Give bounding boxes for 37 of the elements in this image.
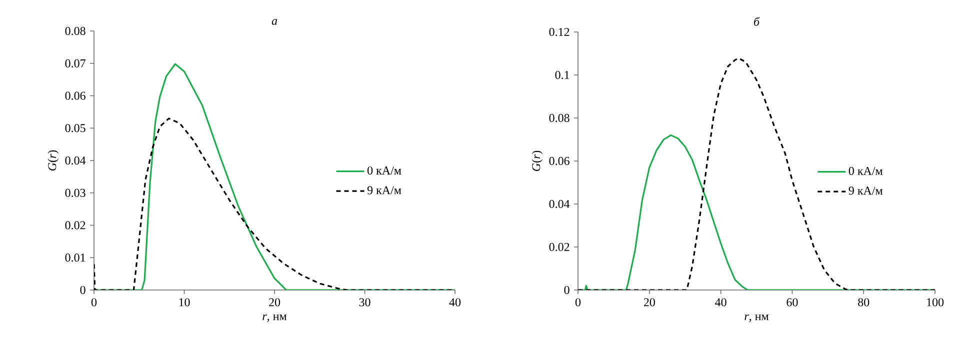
y-tick-label: 0.08 [65,26,86,36]
x-tick-label: 60 [786,298,798,306]
y-axis-title: G(r) [532,150,543,172]
y-tick-label: 0.07 [65,59,86,68]
y-tick-label: 0.08 [549,114,570,122]
y-tick-label: 0.02 [65,221,86,230]
legend-label: 0 кА/м [367,166,402,175]
y-tick-label: 0 [80,286,86,294]
chart-title: а [272,19,278,25]
x-axis-title: r, нм [744,314,769,322]
y-tick-label: 0.06 [65,92,86,100]
x-axis-title: r, нм [262,314,287,322]
y-tick-label: 0.06 [549,156,570,166]
x-tick-label: 10 [179,298,190,306]
x-tick-label: 30 [359,298,370,306]
legend-label: 9 кА/м [367,186,402,194]
x-tick-label: 20 [644,298,655,306]
y-tick-label: 0 [564,286,570,294]
y-tick-label: 0.04 [549,200,570,208]
chart-title: б [754,17,760,26]
x-tick-label: 80 [858,298,870,306]
x-tick-label: 0 [91,298,97,306]
x-tick-label: 40 [715,298,726,306]
y-tick-label: 0.01 [65,254,86,262]
legend-label: 0 кА/м [848,166,883,175]
legend-label: 9 кА/м [848,186,883,195]
y-axis-title: G(r) [48,150,59,171]
y-tick-label: 0.05 [65,124,86,132]
y-tick-label: 0.04 [65,156,86,165]
y-tick-label: 0.02 [549,242,570,252]
x-tick-label: 20 [269,298,280,306]
y-tick-label: 0.12 [549,28,570,36]
x-tick-label: 0 [575,298,581,306]
x-tick-label: 40 [449,298,461,306]
y-tick-label: 0.03 [65,188,86,197]
y-tick-label: 0.1 [555,70,570,80]
x-tick-label: 100 [927,298,944,306]
